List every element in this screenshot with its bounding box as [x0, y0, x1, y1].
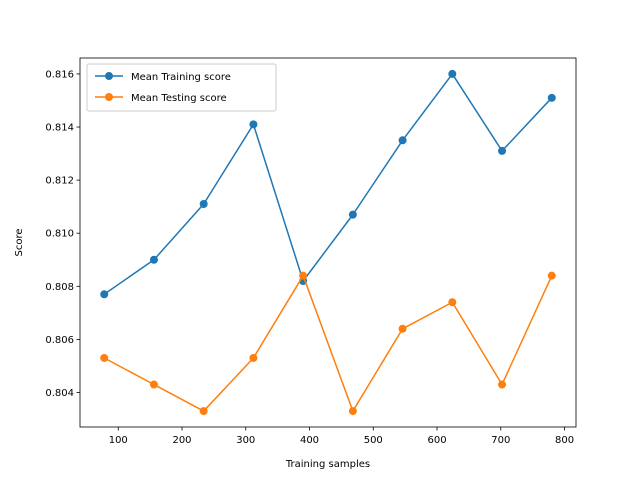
data-point-training: [149, 255, 158, 264]
x-tick-label: 800: [555, 435, 574, 446]
y-axis: 0.804 0.806 0.808 0.810 0.812 0.814 0.816: [45, 69, 80, 399]
data-point-testing: [299, 271, 308, 280]
x-axis: 100 200 300 400 500 600 700 800: [109, 427, 574, 446]
series-line-training: [103, 73, 553, 295]
x-tick-label: 500: [364, 435, 383, 446]
y-tick-label: 0.812: [45, 176, 74, 187]
x-tick-label: 200: [172, 435, 191, 446]
data-point-testing: [100, 353, 109, 362]
x-tick-label: 400: [300, 435, 319, 446]
legend-box: [86, 63, 277, 112]
x-tick-label: 100: [109, 435, 128, 446]
data-point-training: [199, 200, 208, 209]
data-point-testing: [547, 271, 556, 280]
data-point-testing: [249, 353, 258, 362]
data-point-testing: [199, 407, 208, 416]
y-tick-label: 0.804: [45, 388, 74, 399]
y-tick-label: 0.806: [45, 335, 74, 346]
data-point-testing: [348, 407, 357, 416]
series-line-testing: [103, 274, 553, 412]
data-point-training: [498, 146, 507, 155]
data-point-testing: [498, 380, 507, 389]
data-point-training: [100, 290, 109, 299]
series-layer: [100, 69, 556, 416]
x-tick-label: 700: [491, 435, 510, 446]
x-axis-label: Training samples: [285, 459, 370, 470]
legend: Mean Training score Mean Testing score: [86, 63, 277, 112]
data-point-testing: [149, 380, 158, 389]
y-tick-label: 0.816: [45, 69, 74, 80]
data-point-training: [547, 93, 556, 102]
legend-label: Mean Testing score: [131, 93, 227, 104]
data-point-training: [249, 120, 258, 129]
data-point-training: [398, 136, 407, 145]
y-tick-label: 0.808: [45, 282, 74, 293]
y-tick-label: 0.814: [45, 123, 74, 134]
y-tick-label: 0.810: [45, 229, 74, 240]
legend-marker: [105, 72, 113, 80]
plot-area-frame: [79, 57, 577, 428]
x-tick-label: 300: [236, 435, 255, 446]
data-point-training: [448, 69, 457, 78]
x-tick-label: 600: [427, 435, 446, 446]
y-axis-label: Score: [14, 228, 25, 256]
data-point-training: [348, 210, 357, 219]
data-point-testing: [448, 298, 457, 307]
legend-label: Mean Training score: [131, 72, 231, 83]
data-point-testing: [398, 324, 407, 333]
legend-marker: [105, 93, 113, 101]
